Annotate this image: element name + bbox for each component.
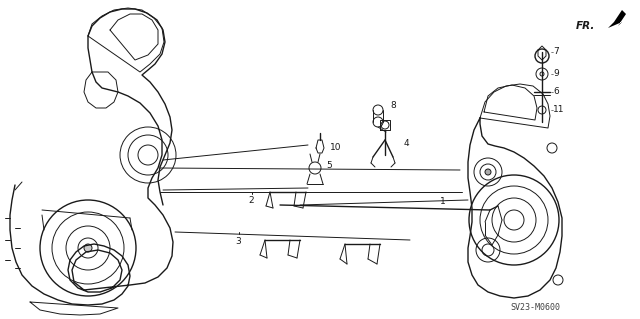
Text: 3: 3 xyxy=(235,237,241,246)
Text: 1: 1 xyxy=(440,197,445,206)
Text: 4: 4 xyxy=(404,138,410,147)
Text: 9: 9 xyxy=(553,70,559,78)
Text: 6: 6 xyxy=(553,87,559,97)
Text: 11: 11 xyxy=(553,106,564,115)
Text: 8: 8 xyxy=(390,100,396,109)
Circle shape xyxy=(485,169,491,175)
Text: 10: 10 xyxy=(330,143,342,152)
Text: SV23-M0600: SV23-M0600 xyxy=(510,302,560,311)
Text: 5: 5 xyxy=(326,160,332,169)
Circle shape xyxy=(84,244,92,252)
Polygon shape xyxy=(608,10,626,28)
Text: FR.: FR. xyxy=(575,21,595,31)
Text: 7: 7 xyxy=(553,48,559,56)
Text: 2: 2 xyxy=(248,196,253,205)
